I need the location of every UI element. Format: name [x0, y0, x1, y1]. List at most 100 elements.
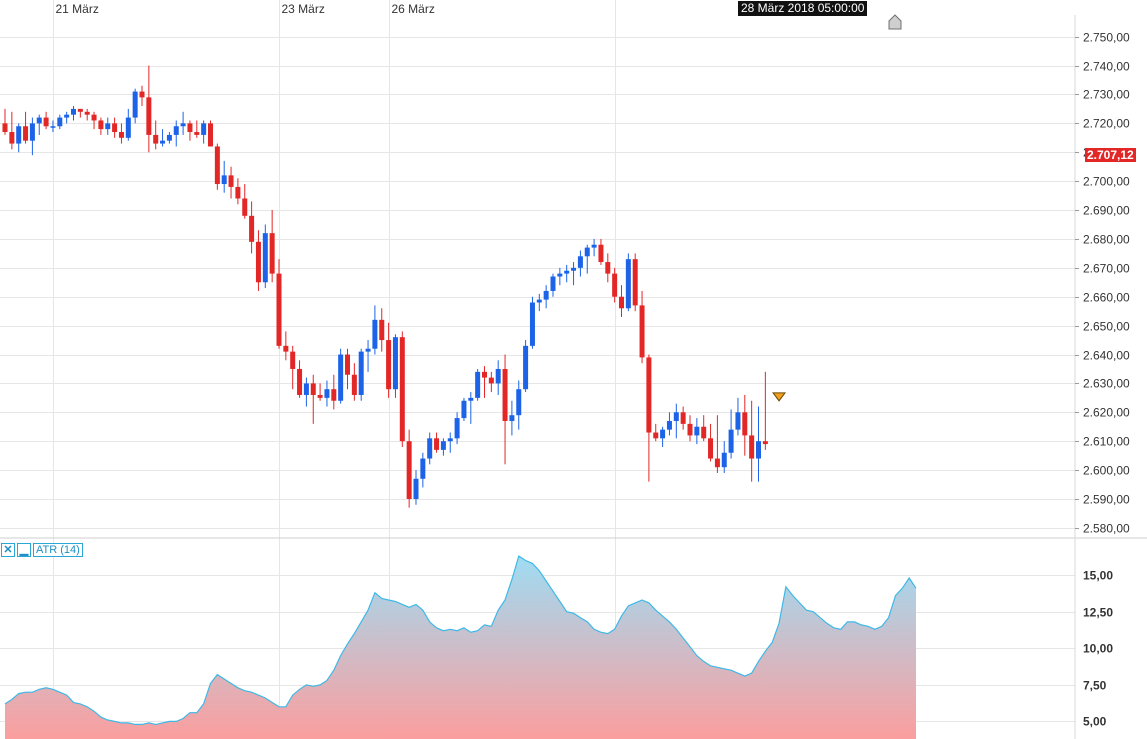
candle-body	[338, 354, 344, 401]
candle-body	[98, 120, 104, 130]
atr-tick-label: 7,50	[1083, 679, 1107, 693]
candle-body	[297, 368, 303, 395]
candle-body	[132, 91, 138, 118]
candle-body	[160, 140, 166, 144]
candle-body	[331, 389, 337, 401]
candle-body	[728, 429, 734, 453]
atr-area	[5, 556, 916, 739]
candle-body	[701, 426, 707, 439]
indicator-toolbar: ✕ ▁ ATR (14)	[1, 543, 83, 557]
candle-body	[36, 117, 42, 124]
candle-body	[201, 123, 207, 135]
candle-body	[557, 273, 563, 277]
candle-body	[71, 108, 76, 115]
candle-body	[413, 478, 419, 499]
candle-body	[502, 368, 508, 421]
candle-body	[584, 247, 590, 257]
candle-body	[543, 290, 549, 300]
candle-body	[262, 233, 268, 283]
candle-body	[598, 244, 604, 263]
atr-tick-label: 5,00	[1083, 715, 1107, 729]
candle-body	[166, 134, 172, 141]
candle-body	[577, 256, 583, 268]
candle-body	[454, 418, 460, 439]
price-tick-label: 2.730,00	[1083, 88, 1130, 102]
candle-body	[646, 357, 652, 433]
price-gridlines	[0, 37, 1075, 529]
candle-body	[420, 458, 426, 479]
price-tick-label: 2.610,00	[1083, 435, 1130, 449]
atr-axis: 15,00 12,50 10,00 7,50 5,00	[1083, 569, 1113, 729]
candle-body	[255, 241, 261, 283]
candle-body	[77, 108, 83, 112]
candle-body	[516, 389, 522, 416]
price-tick-label: 2.660,00	[1083, 291, 1130, 305]
candle-body	[91, 114, 97, 121]
date-axis: 21 März 23 März 26 März	[56, 2, 435, 16]
candle-body	[84, 111, 90, 115]
price-tick-label: 2.580,00	[1083, 522, 1130, 536]
candle-body	[50, 126, 56, 128]
candle-body	[249, 215, 255, 242]
candle-body	[461, 400, 467, 419]
candle-body	[208, 123, 213, 147]
date-label: 26 März	[392, 2, 435, 16]
candle-body	[440, 441, 446, 450]
candle-body	[118, 132, 124, 138]
candle-body	[680, 412, 686, 424]
candle-body	[735, 412, 741, 430]
candle-body	[276, 273, 282, 346]
triangle-down-icon	[772, 392, 787, 402]
candle-body	[283, 345, 289, 352]
current-price-badge: 2.707,12	[1085, 148, 1136, 162]
indicator-label[interactable]: ATR (14)	[33, 543, 83, 557]
candle-body	[612, 273, 618, 297]
close-icon[interactable]: ✕	[1, 543, 15, 557]
candle-body	[619, 296, 624, 309]
candle-body	[749, 435, 755, 459]
candle-body	[714, 458, 720, 468]
candle-body	[653, 432, 659, 439]
candle-body	[43, 117, 49, 127]
candle-body	[406, 441, 412, 499]
candle-body	[632, 259, 638, 306]
candle-body	[605, 262, 611, 274]
candle-body	[550, 276, 556, 291]
minimize-icon[interactable]: ▁	[17, 543, 31, 557]
atr-tick-label: 12,50	[1083, 606, 1113, 620]
candle-body	[242, 198, 248, 216]
price-tick-label: 2.700,00	[1083, 175, 1130, 189]
candle-body	[434, 438, 440, 450]
candle-body	[235, 186, 241, 199]
atr-line	[4, 555, 917, 726]
candle-body	[379, 319, 385, 341]
candle-body	[303, 383, 309, 395]
candle-body	[173, 126, 179, 135]
price-axis: 2.750,002.740,002.730,002.720,002.710,00…	[1075, 31, 1130, 536]
candle-body	[721, 452, 727, 468]
candle-body	[372, 319, 378, 349]
candle-body	[180, 123, 186, 127]
house-icon[interactable]	[888, 14, 902, 30]
price-tick-label: 2.750,00	[1083, 31, 1130, 45]
candle-body	[290, 351, 296, 369]
date-label: 21 März	[56, 2, 99, 16]
candle-body	[399, 337, 405, 442]
candle-body	[687, 423, 693, 436]
candle-body	[495, 368, 501, 384]
candle-body	[660, 429, 666, 439]
candle-body	[756, 441, 761, 459]
price-tick-label: 2.620,00	[1083, 406, 1130, 420]
candlestick-series	[2, 65, 768, 508]
price-tick-label: 2.630,00	[1083, 377, 1130, 391]
candle-body	[351, 374, 357, 395]
candle-body	[447, 438, 453, 442]
candle-body	[358, 351, 364, 395]
candle-body	[214, 146, 220, 185]
candle-body	[16, 126, 22, 144]
candle-body	[365, 348, 371, 352]
candle-body	[762, 441, 768, 445]
candle-body	[29, 123, 35, 141]
candle-body	[529, 302, 535, 346]
